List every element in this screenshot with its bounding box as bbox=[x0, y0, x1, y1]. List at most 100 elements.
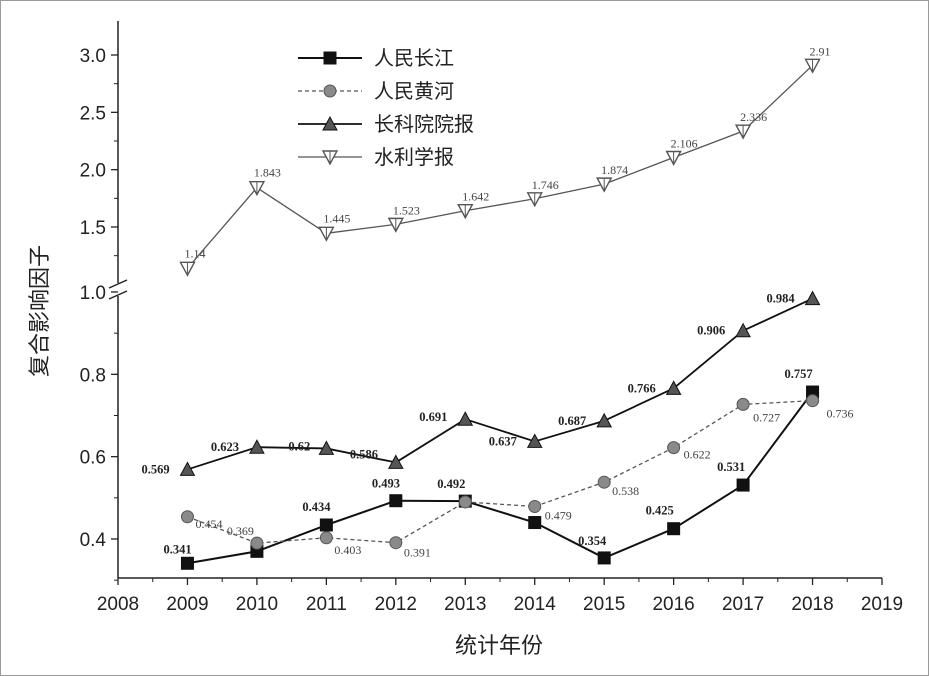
data-label: 1.523 bbox=[393, 203, 420, 217]
series-line bbox=[187, 400, 813, 544]
legend-item-4: 水利学报 bbox=[298, 145, 454, 169]
series-2 bbox=[180, 394, 820, 550]
data-label: 0.623 bbox=[211, 440, 239, 454]
data-label: 0.727 bbox=[753, 410, 780, 424]
x-tick-label: 2008 bbox=[97, 594, 139, 615]
series-4 bbox=[179, 58, 821, 277]
data-label: 1.642 bbox=[462, 190, 489, 204]
series-line bbox=[187, 297, 813, 471]
data-label: 0.569 bbox=[141, 462, 169, 476]
data-label: 1.874 bbox=[601, 163, 628, 177]
series-point bbox=[665, 380, 682, 395]
series-point bbox=[806, 394, 820, 408]
data-label: 2.91 bbox=[810, 44, 831, 58]
legend-marker bbox=[323, 84, 337, 98]
data-label: 0.736 bbox=[827, 407, 854, 421]
series-point bbox=[528, 499, 542, 513]
x-tick-label: 2014 bbox=[514, 594, 557, 615]
x-tick-label: 2011 bbox=[306, 594, 347, 615]
legend-label: 长科院院报 bbox=[374, 112, 474, 136]
y-tick-label: 0.4 bbox=[80, 530, 107, 551]
data-label: 0.531 bbox=[717, 460, 745, 474]
series-point bbox=[458, 495, 472, 509]
axes: 2008 2009 2010 2011 2012 2013 2014 2015 2016 2017… bbox=[80, 21, 903, 615]
series-point bbox=[457, 411, 474, 426]
data-label: 2.106 bbox=[671, 137, 698, 151]
y-tick-label: 0.8 bbox=[80, 365, 106, 386]
x-tick-label: 2015 bbox=[583, 594, 625, 615]
series-point bbox=[387, 454, 404, 469]
series-point bbox=[318, 440, 335, 455]
series-point bbox=[596, 412, 613, 428]
data-label: 0.369 bbox=[227, 524, 254, 538]
axis-break-mark bbox=[108, 290, 128, 300]
x-tick-label: 2012 bbox=[375, 594, 417, 615]
series-point bbox=[736, 478, 750, 492]
x-tick-label: 2009 bbox=[166, 594, 208, 615]
x-tick-label: 2013 bbox=[444, 594, 486, 615]
y-tick-label: 2.5 bbox=[80, 103, 106, 124]
legend-item-3: 长科院院报 bbox=[298, 112, 474, 136]
series-point bbox=[180, 510, 194, 524]
series-point bbox=[597, 475, 611, 489]
data-label: 0.354 bbox=[578, 534, 607, 548]
y-tick-label: 2.0 bbox=[80, 161, 106, 182]
series-3 bbox=[179, 290, 821, 476]
series-point bbox=[180, 556, 194, 570]
data-label: 0.637 bbox=[489, 434, 517, 448]
series-point bbox=[250, 536, 264, 550]
y-tick-label: 1.5 bbox=[80, 218, 106, 239]
y-tick-label: 1.0 bbox=[80, 283, 106, 304]
data-label: 0.586 bbox=[350, 447, 378, 461]
data-label: 0.425 bbox=[646, 504, 674, 518]
series-point bbox=[667, 522, 681, 536]
series-point bbox=[804, 290, 821, 306]
data-label: 1.746 bbox=[532, 178, 559, 192]
data-label: 0.622 bbox=[684, 448, 711, 462]
series-point bbox=[597, 551, 611, 565]
series-point bbox=[319, 531, 333, 545]
series-point bbox=[249, 439, 265, 454]
series-point bbox=[389, 494, 403, 508]
data-label: 0.691 bbox=[419, 410, 447, 424]
series-point bbox=[735, 322, 751, 338]
series-point bbox=[526, 433, 543, 448]
series-point bbox=[319, 518, 333, 532]
legend-item-2: 人民黄河 bbox=[298, 79, 454, 103]
y-axis-title: 复合影响因子 bbox=[28, 245, 53, 377]
data-label: 0.766 bbox=[628, 381, 656, 395]
data-label: 0.341 bbox=[163, 542, 191, 556]
data-label: 0.493 bbox=[372, 477, 400, 491]
series-point bbox=[528, 516, 542, 530]
data-label: 0.434 bbox=[302, 500, 331, 514]
series-line bbox=[186, 64, 813, 269]
data-label: 0.62 bbox=[288, 439, 310, 453]
legend-label: 水利学报 bbox=[374, 145, 454, 169]
x-tick-label: 2010 bbox=[236, 594, 278, 615]
x-tick-label: 2018 bbox=[791, 594, 833, 615]
series-point bbox=[179, 461, 196, 476]
data-label: 0.538 bbox=[612, 484, 639, 498]
axis-break-mark bbox=[108, 279, 128, 289]
legend-label: 人民长江 bbox=[374, 46, 454, 70]
data-label: 0.687 bbox=[558, 414, 586, 428]
data-label: 2.336 bbox=[740, 110, 767, 124]
series-point bbox=[389, 536, 403, 550]
data-label: 0.479 bbox=[545, 508, 572, 522]
data-label: 1.843 bbox=[254, 166, 281, 180]
legend-item-1: 人民长江 bbox=[298, 46, 454, 70]
series-layer bbox=[179, 58, 821, 570]
data-label: 1.445 bbox=[323, 211, 350, 225]
data-labels-layer: 0.341 0.434 0.493 0.492 0.354 0.425 0.531 0.757… bbox=[141, 44, 853, 559]
data-label: 1.14 bbox=[184, 246, 205, 260]
legend-label: 人民黄河 bbox=[374, 79, 454, 103]
data-label: 0.403 bbox=[334, 543, 361, 557]
series-line bbox=[187, 391, 814, 565]
legend-marker bbox=[323, 51, 337, 65]
data-label: 0.492 bbox=[437, 477, 465, 491]
x-tick-label: 2017 bbox=[722, 594, 764, 615]
data-label: 0.984 bbox=[767, 292, 796, 306]
